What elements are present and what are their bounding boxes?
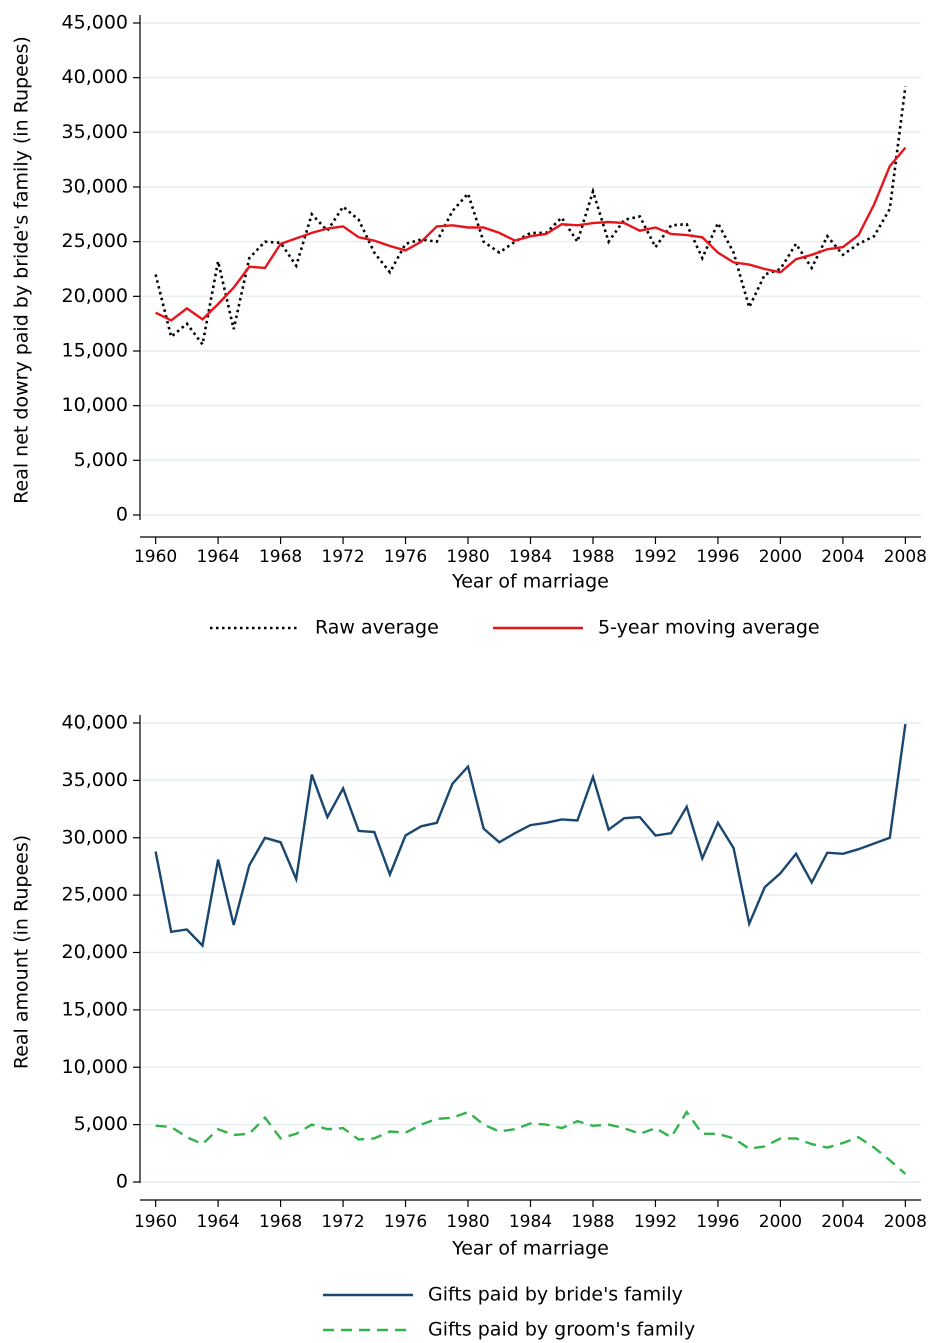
y-tick-label: 0 xyxy=(116,504,128,526)
x-tick-label: 1996 xyxy=(696,1212,739,1232)
y-tick-label: 5,000 xyxy=(74,1113,128,1135)
x-tick-label: 1984 xyxy=(509,547,552,567)
y-tick-label: 30,000 xyxy=(62,176,128,198)
x-tick-label: 1972 xyxy=(321,547,364,567)
x-tick-label: 2004 xyxy=(821,547,864,567)
x-tick-label: 1980 xyxy=(446,1212,489,1232)
legend-label: Gifts paid by bride's family xyxy=(428,1284,683,1306)
legend-label: 5-year moving average xyxy=(598,617,820,639)
x-tick-label: 1992 xyxy=(634,1212,677,1232)
x-tick-label: 1964 xyxy=(196,547,239,567)
series-line xyxy=(155,146,907,322)
x-tick-label: 2008 xyxy=(884,1212,927,1232)
y-tick-label: 20,000 xyxy=(62,941,128,963)
x-tick-label: 1992 xyxy=(634,547,677,567)
y-tick-label: 25,000 xyxy=(62,230,128,252)
y-tick-label: 30,000 xyxy=(62,826,128,848)
x-tick-label: 1976 xyxy=(384,547,427,567)
y-tick-label: 25,000 xyxy=(62,884,128,906)
y-tick-label: 15,000 xyxy=(62,340,128,362)
x-tick-label: 1984 xyxy=(509,1212,552,1232)
y-tick-label: 45,000 xyxy=(62,12,128,34)
y-tick-label: 40,000 xyxy=(62,66,128,88)
y-tick-label: 35,000 xyxy=(62,769,128,791)
x-tick-label: 2000 xyxy=(759,1212,802,1232)
series-line xyxy=(154,723,907,949)
x-tick-label: 1964 xyxy=(196,1212,239,1232)
y-axis-title: Real net dowry paid by bride's family (i… xyxy=(11,36,33,504)
x-tick-label: 1960 xyxy=(134,547,177,567)
x-axis-title: Year of marriage xyxy=(451,571,609,593)
y-axis-title: Real amount (in Rupees) xyxy=(11,835,33,1069)
x-tick-label: 1968 xyxy=(259,547,302,567)
series-line xyxy=(154,86,907,348)
y-tick-label: 0 xyxy=(116,1171,128,1193)
x-tick-label: 1988 xyxy=(571,1212,614,1232)
x-axis-title: Year of marriage xyxy=(451,1238,609,1260)
legend-label: Gifts paid by groom's family xyxy=(428,1319,695,1341)
x-tick-label: 1976 xyxy=(384,1212,427,1232)
legend-label: Raw average xyxy=(315,617,439,639)
x-tick-label: 1972 xyxy=(321,1212,364,1232)
x-tick-label: 1968 xyxy=(259,1212,302,1232)
x-tick-label: 2004 xyxy=(821,1212,864,1232)
series-line xyxy=(155,1109,907,1175)
y-tick-label: 10,000 xyxy=(62,394,128,416)
y-tick-label: 5,000 xyxy=(74,449,128,471)
x-tick-label: 1996 xyxy=(696,547,739,567)
y-tick-label: 35,000 xyxy=(62,121,128,143)
y-tick-label: 20,000 xyxy=(62,285,128,307)
x-tick-label: 1960 xyxy=(134,1212,177,1232)
x-tick-label: 2008 xyxy=(884,547,927,567)
x-tick-label: 2000 xyxy=(759,547,802,567)
y-tick-label: 40,000 xyxy=(62,712,128,734)
x-tick-label: 1988 xyxy=(571,547,614,567)
y-tick-label: 10,000 xyxy=(62,1056,128,1078)
y-tick-label: 15,000 xyxy=(62,998,128,1020)
x-tick-label: 1980 xyxy=(446,547,489,567)
